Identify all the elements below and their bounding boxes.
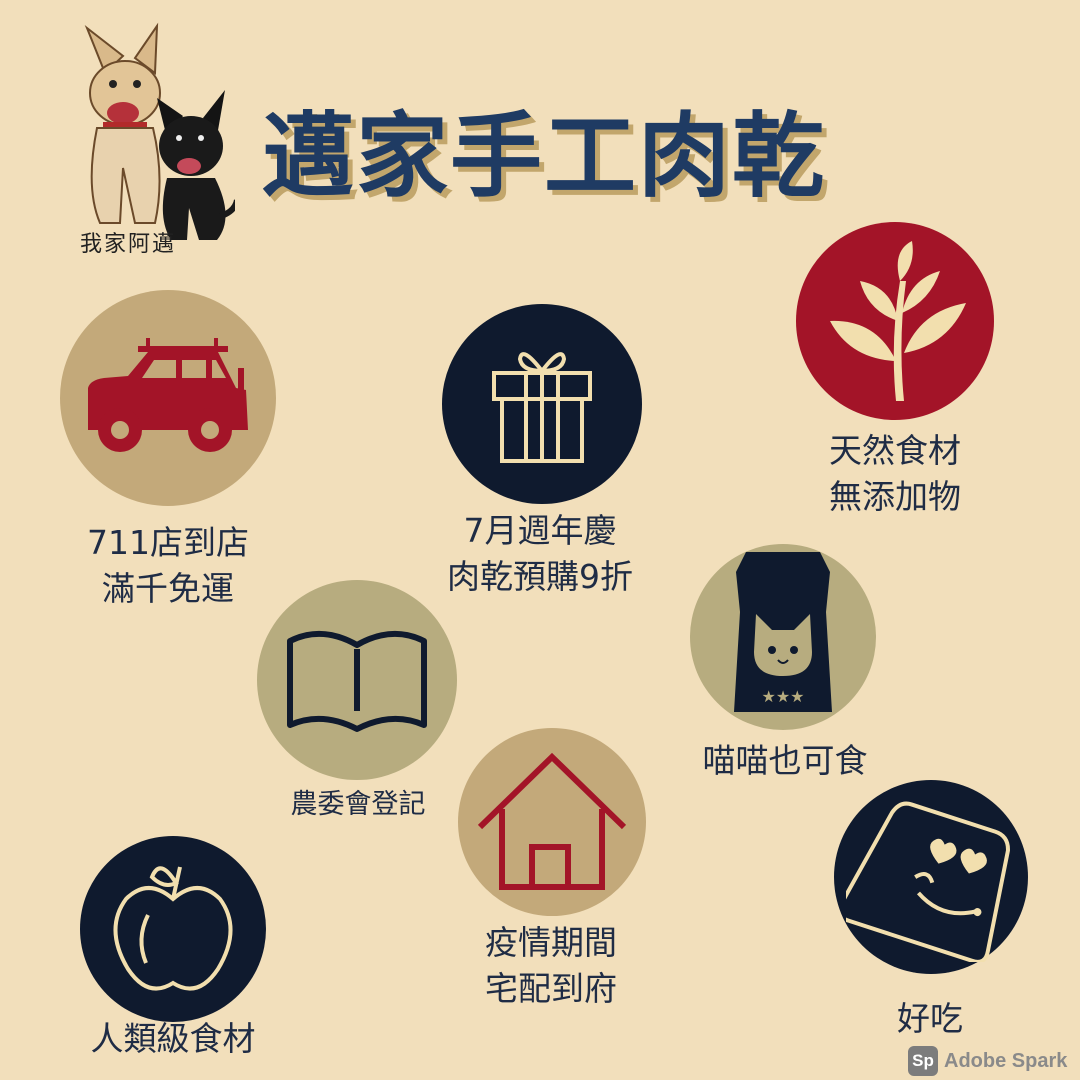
apple-circle bbox=[80, 836, 266, 1022]
feature-label-cat: 喵喵也可食 bbox=[680, 738, 890, 784]
book-icon bbox=[287, 630, 427, 732]
car-icon bbox=[88, 338, 248, 452]
adobe-spark-watermark: Sp Adobe Spark bbox=[908, 1042, 1080, 1080]
gift-circle bbox=[442, 304, 642, 504]
leaf-circle bbox=[796, 222, 994, 420]
house-circle bbox=[458, 728, 646, 916]
anniversary-line2: 肉乾預購9折 bbox=[447, 557, 633, 596]
registered-line1: 農委會登記 bbox=[290, 789, 426, 820]
page-title: 邁家手工肉乾 bbox=[262, 103, 827, 210]
cat-bag-circle: ★★★ bbox=[690, 544, 876, 730]
shipping-line2: 滿千免運 bbox=[102, 569, 234, 608]
svg-text:★★★: ★★★ bbox=[761, 687, 804, 706]
happy-circle bbox=[834, 780, 1028, 974]
feature-label-shipping: 711店到店 滿千免運 bbox=[58, 520, 278, 612]
cat-line1: 喵喵也可食 bbox=[702, 741, 868, 780]
car-circle bbox=[60, 290, 276, 506]
gift-icon bbox=[492, 352, 592, 463]
dogs-logo bbox=[75, 18, 240, 258]
feature-label-delivery: 疫情期間 宅配到府 bbox=[445, 920, 657, 1012]
shipping-line1: 711店到店 bbox=[87, 523, 249, 562]
natural-line1: 天然食材 bbox=[829, 431, 961, 470]
feature-label-tasty: 好吃 bbox=[860, 996, 1000, 1042]
anniversary-line1: 7月週年慶 bbox=[463, 511, 617, 550]
spark-badge-icon: Sp bbox=[908, 1046, 938, 1076]
logo-caption: 我家阿邁 bbox=[80, 232, 177, 257]
feature-label-natural: 天然食材 無添加物 bbox=[786, 428, 1004, 520]
feature-label-anniversary: 7月週年慶 肉乾預購9折 bbox=[420, 508, 660, 600]
house-icon bbox=[477, 752, 627, 890]
spark-text: Adobe Spark bbox=[944, 1049, 1068, 1072]
human-grade-line1: 人類級食材 bbox=[90, 1019, 256, 1058]
leaf-icon bbox=[830, 241, 966, 401]
tasty-line1: 好吃 bbox=[897, 999, 963, 1038]
delivery-line1: 疫情期間 bbox=[485, 923, 617, 962]
cat-food-bag-icon: ★★★ bbox=[734, 552, 832, 712]
happy-face-icon bbox=[846, 801, 1010, 962]
natural-line2: 無添加物 bbox=[829, 477, 961, 516]
apple-icon bbox=[113, 866, 233, 991]
delivery-line2: 宅配到府 bbox=[485, 969, 617, 1008]
feature-label-human-grade: 人類級食材 bbox=[60, 1016, 286, 1062]
book-circle bbox=[257, 580, 457, 780]
feature-label-registered: 農委會登記 bbox=[258, 782, 458, 828]
